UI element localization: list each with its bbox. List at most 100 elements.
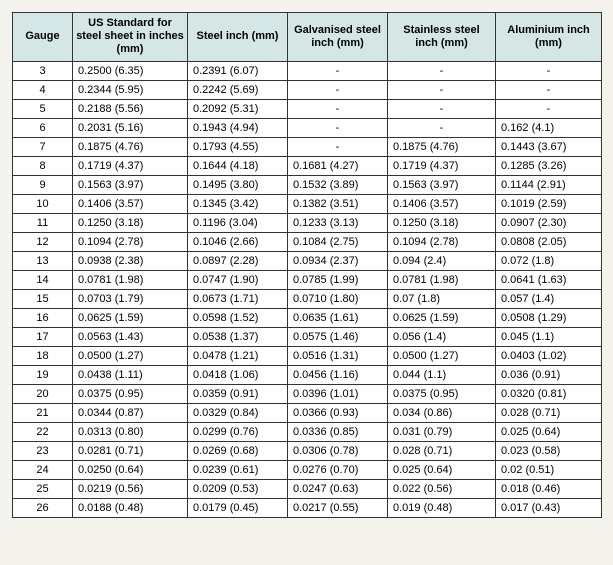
cell-stainless: 0.1094 (2.78) (388, 232, 496, 251)
cell-us: 0.2344 (5.95) (73, 80, 188, 99)
cell-steel: 0.0359 (0.91) (188, 384, 288, 403)
table-row: 250.0219 (0.56)0.0209 (0.53)0.0247 (0.63… (13, 479, 602, 498)
cell-gauge: 17 (13, 327, 73, 346)
table-row: 210.0344 (0.87)0.0329 (0.84)0.0366 (0.93… (13, 403, 602, 422)
cell-galv: 0.0336 (0.85) (288, 422, 388, 441)
cell-steel: 0.0538 (1.37) (188, 327, 288, 346)
cell-galv: 0.0306 (0.78) (288, 441, 388, 460)
cell-gauge: 24 (13, 460, 73, 479)
table-row: 110.1250 (3.18)0.1196 (3.04)0.1233 (3.13… (13, 213, 602, 232)
cell-us: 0.0781 (1.98) (73, 270, 188, 289)
cell-gauge: 26 (13, 498, 73, 517)
col-stainless: Stainless steel inch (mm) (388, 13, 496, 62)
cell-us: 0.0563 (1.43) (73, 327, 188, 346)
table-row: 100.1406 (3.57)0.1345 (3.42)0.1382 (3.51… (13, 194, 602, 213)
table-row: 150.0703 (1.79)0.0673 (1.71)0.0710 (1.80… (13, 289, 602, 308)
cell-galv: 0.0247 (0.63) (288, 479, 388, 498)
cell-gauge: 3 (13, 61, 73, 80)
cell-galv: 0.0934 (2.37) (288, 251, 388, 270)
cell-steel: 0.1196 (3.04) (188, 213, 288, 232)
table-row: 240.0250 (0.64)0.0239 (0.61)0.0276 (0.70… (13, 460, 602, 479)
cell-aluminium: 0.017 (0.43) (496, 498, 602, 517)
cell-galv: 0.0575 (1.46) (288, 327, 388, 346)
cell-stainless: 0.034 (0.86) (388, 403, 496, 422)
table-row: 140.0781 (1.98)0.0747 (1.90)0.0785 (1.99… (13, 270, 602, 289)
cell-aluminium: 0.0641 (1.63) (496, 270, 602, 289)
table-row: 200.0375 (0.95)0.0359 (0.91)0.0396 (1.01… (13, 384, 602, 403)
cell-aluminium: 0.1144 (2.91) (496, 175, 602, 194)
cell-gauge: 13 (13, 251, 73, 270)
cell-steel: 0.2092 (5.31) (188, 99, 288, 118)
cell-steel: 0.0598 (1.52) (188, 308, 288, 327)
cell-stainless: 0.07 (1.8) (388, 289, 496, 308)
cell-gauge: 22 (13, 422, 73, 441)
table-body: 30.2500 (6.35)0.2391 (6.07)---40.2344 (5… (13, 61, 602, 517)
cell-stainless: 0.094 (2.4) (388, 251, 496, 270)
cell-gauge: 23 (13, 441, 73, 460)
cell-gauge: 19 (13, 365, 73, 384)
cell-us: 0.0219 (0.56) (73, 479, 188, 498)
cell-aluminium: - (496, 99, 602, 118)
cell-stainless: 0.0781 (1.98) (388, 270, 496, 289)
cell-us: 0.0375 (0.95) (73, 384, 188, 403)
cell-gauge: 18 (13, 346, 73, 365)
cell-galv: 0.0276 (0.70) (288, 460, 388, 479)
cell-aluminium: 0.018 (0.46) (496, 479, 602, 498)
cell-galv: 0.0516 (1.31) (288, 346, 388, 365)
table-row: 60.2031 (5.16)0.1943 (4.94)--0.162 (4.1) (13, 118, 602, 137)
cell-gauge: 7 (13, 137, 73, 156)
cell-steel: 0.0747 (1.90) (188, 270, 288, 289)
cell-stainless: 0.022 (0.56) (388, 479, 496, 498)
cell-stainless: 0.1563 (3.97) (388, 175, 496, 194)
cell-steel: 0.0897 (2.28) (188, 251, 288, 270)
cell-us: 0.0250 (0.64) (73, 460, 188, 479)
cell-stainless: 0.1406 (3.57) (388, 194, 496, 213)
cell-us: 0.2500 (6.35) (73, 61, 188, 80)
cell-stainless: 0.044 (1.1) (388, 365, 496, 384)
table-header: Gauge US Standard for steel sheet in inc… (13, 13, 602, 62)
cell-us: 0.0313 (0.80) (73, 422, 188, 441)
cell-gauge: 11 (13, 213, 73, 232)
cell-us: 0.1563 (3.97) (73, 175, 188, 194)
cell-galv: 0.1681 (4.27) (288, 156, 388, 175)
table-row: 220.0313 (0.80)0.0299 (0.76)0.0336 (0.85… (13, 422, 602, 441)
cell-aluminium: 0.023 (0.58) (496, 441, 602, 460)
cell-gauge: 8 (13, 156, 73, 175)
cell-galv: 0.0366 (0.93) (288, 403, 388, 422)
cell-gauge: 6 (13, 118, 73, 137)
cell-stainless: 0.1875 (4.76) (388, 137, 496, 156)
cell-gauge: 10 (13, 194, 73, 213)
cell-gauge: 9 (13, 175, 73, 194)
cell-aluminium: 0.162 (4.1) (496, 118, 602, 137)
cell-stainless: - (388, 61, 496, 80)
cell-aluminium: 0.057 (1.4) (496, 289, 602, 308)
cell-us: 0.0344 (0.87) (73, 403, 188, 422)
table-row: 260.0188 (0.48)0.0179 (0.45)0.0217 (0.55… (13, 498, 602, 517)
cell-us: 0.1250 (3.18) (73, 213, 188, 232)
cell-stainless: - (388, 80, 496, 99)
cell-galv: - (288, 137, 388, 156)
cell-us: 0.0938 (2.38) (73, 251, 188, 270)
cell-steel: 0.0478 (1.21) (188, 346, 288, 365)
cell-steel: 0.0179 (0.45) (188, 498, 288, 517)
cell-aluminium: 0.1285 (3.26) (496, 156, 602, 175)
cell-galv: 0.0217 (0.55) (288, 498, 388, 517)
cell-galv: 0.0635 (1.61) (288, 308, 388, 327)
col-galv: Galvanised steel inch (mm) (288, 13, 388, 62)
cell-galv: 0.0710 (1.80) (288, 289, 388, 308)
cell-stainless: 0.028 (0.71) (388, 441, 496, 460)
cell-us: 0.2031 (5.16) (73, 118, 188, 137)
cell-steel: 0.0209 (0.53) (188, 479, 288, 498)
table-row: 180.0500 (1.27)0.0478 (1.21)0.0516 (1.31… (13, 346, 602, 365)
cell-stainless: 0.0375 (0.95) (388, 384, 496, 403)
cell-gauge: 14 (13, 270, 73, 289)
table-row: 40.2344 (5.95)0.2242 (5.69)--- (13, 80, 602, 99)
cell-steel: 0.2391 (6.07) (188, 61, 288, 80)
col-aluminium: Aluminium inch (mm) (496, 13, 602, 62)
cell-aluminium: 0.1019 (2.59) (496, 194, 602, 213)
cell-steel: 0.1495 (3.80) (188, 175, 288, 194)
cell-us: 0.1719 (4.37) (73, 156, 188, 175)
cell-steel: 0.0673 (1.71) (188, 289, 288, 308)
cell-galv: 0.1382 (3.51) (288, 194, 388, 213)
cell-aluminium: 0.072 (1.8) (496, 251, 602, 270)
